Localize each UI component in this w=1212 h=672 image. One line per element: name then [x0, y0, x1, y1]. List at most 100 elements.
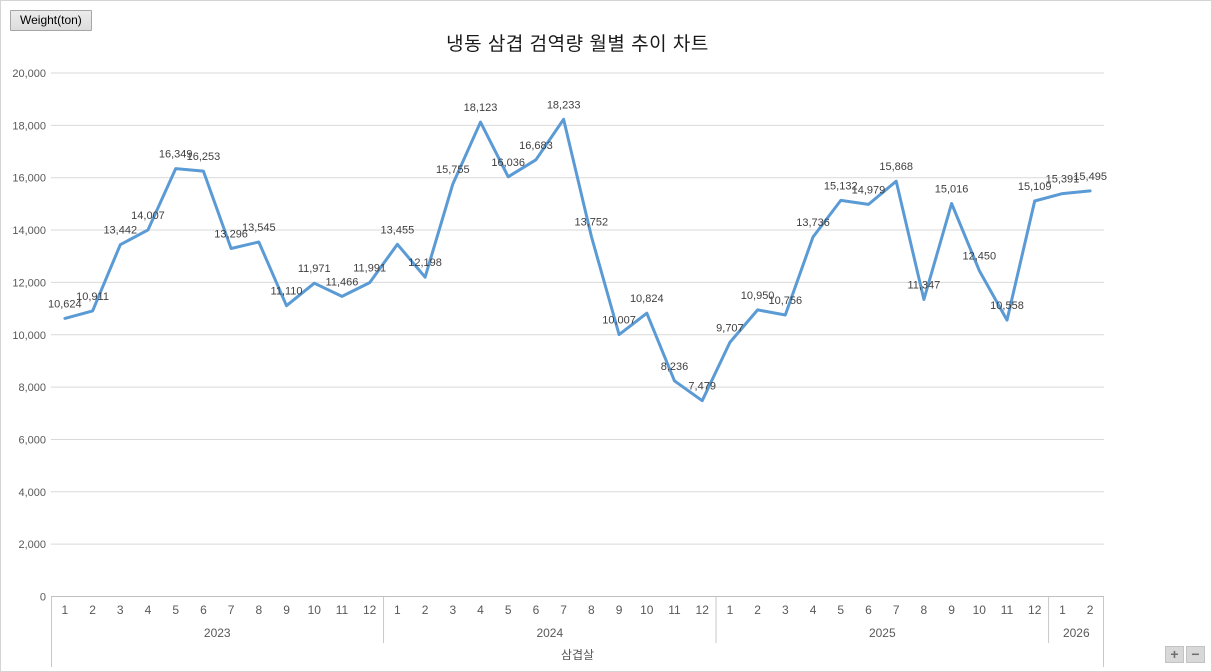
data-label: 13,442 — [103, 225, 137, 237]
data-label: 16,253 — [187, 151, 221, 163]
y-tick-label: 20,000 — [12, 68, 46, 80]
month-tick-label: 1 — [727, 603, 734, 617]
data-label: 16,683 — [519, 140, 553, 152]
data-label: 14,979 — [852, 184, 886, 196]
month-tick-label: 11 — [1001, 603, 1014, 617]
year-label: 2026 — [1063, 626, 1090, 640]
data-label: 13,296 — [214, 228, 248, 240]
data-label: 16,036 — [491, 157, 525, 169]
month-tick-label: 9 — [616, 603, 623, 617]
zoom-out-button[interactable]: − — [1186, 646, 1205, 663]
y-tick-label: 4,000 — [18, 487, 46, 499]
month-tick-label: 9 — [283, 603, 290, 617]
month-tick-label: 11 — [336, 603, 349, 617]
month-tick-label: 8 — [921, 603, 928, 617]
data-label: 11,110 — [271, 286, 303, 298]
y-tick-label: 14,000 — [12, 225, 46, 237]
year-label: 2024 — [536, 626, 563, 640]
year-label: 2023 — [204, 626, 231, 640]
x-axis-field-label: 삼겹살 — [560, 648, 595, 662]
data-label: 10,824 — [630, 293, 664, 305]
y-tick-label: 16,000 — [12, 173, 46, 185]
month-tick-label: 12 — [696, 603, 710, 617]
month-tick-label: 6 — [533, 603, 540, 617]
month-tick-label: 5 — [172, 603, 179, 617]
year-label: 2025 — [869, 626, 896, 640]
month-tick-label: 5 — [837, 603, 844, 617]
data-label: 11,466 — [326, 276, 359, 288]
data-label: 10,950 — [741, 290, 775, 302]
month-tick-label: 2 — [422, 603, 429, 617]
data-label: 12,450 — [962, 251, 996, 263]
data-label: 14,007 — [131, 210, 165, 222]
month-tick-label: 6 — [200, 603, 207, 617]
data-label: 16,349 — [159, 149, 193, 161]
month-tick-label: 10 — [308, 603, 322, 617]
y-tick-label: 18,000 — [12, 120, 46, 132]
data-label: 13,752 — [575, 217, 609, 229]
data-label: 11,991 — [353, 263, 386, 275]
month-tick-label: 12 — [1028, 603, 1042, 617]
data-label: 11,347 — [907, 279, 940, 291]
data-label: 10,911 — [76, 291, 109, 303]
zoom-in-button[interactable]: + — [1165, 646, 1184, 663]
month-tick-label: 3 — [449, 603, 456, 617]
month-tick-label: 12 — [363, 603, 377, 617]
data-label: 15,755 — [436, 164, 470, 176]
month-tick-label: 8 — [588, 603, 595, 617]
month-tick-label: 7 — [893, 603, 900, 617]
y-tick-label: 12,000 — [12, 277, 46, 289]
y-tick-label: 10,000 — [12, 330, 46, 342]
data-label: 8,236 — [661, 361, 689, 373]
month-tick-label: 6 — [865, 603, 872, 617]
month-tick-label: 7 — [228, 603, 235, 617]
data-label: 10,624 — [48, 298, 82, 310]
data-label: 10,007 — [602, 315, 636, 327]
month-tick-label: 3 — [117, 603, 124, 617]
month-tick-label: 10 — [640, 603, 654, 617]
data-label: 10,558 — [990, 300, 1024, 312]
month-tick-label: 11 — [668, 603, 681, 617]
month-tick-label: 1 — [62, 603, 69, 617]
y-tick-label: 2,000 — [18, 539, 46, 551]
month-tick-label: 1 — [394, 603, 401, 617]
month-tick-label: 3 — [782, 603, 789, 617]
data-label: 10,756 — [769, 295, 803, 307]
series-line — [63, 117, 1092, 403]
data-label: 11,971 — [298, 263, 331, 275]
data-label: 9,707 — [716, 322, 744, 334]
data-label: 15,391 — [1046, 174, 1080, 186]
month-tick-label: 4 — [477, 603, 484, 617]
month-tick-label: 10 — [973, 603, 987, 617]
data-label: 15,868 — [879, 161, 913, 173]
month-tick-label: 4 — [810, 603, 817, 617]
data-label: 7,479 — [688, 381, 716, 393]
month-tick-label: 5 — [505, 603, 512, 617]
month-tick-label: 1 — [1059, 603, 1066, 617]
data-label: 15,495 — [1073, 171, 1107, 183]
data-label: 13,545 — [242, 222, 276, 234]
month-tick-label: 4 — [145, 603, 152, 617]
weight-field-button[interactable]: Weight(ton) — [10, 10, 92, 31]
month-tick-label: 2 — [754, 603, 761, 617]
data-label: 12,198 — [408, 257, 442, 269]
chart-title: 냉동 삼겹 검역량 월별 추이 차트 — [446, 34, 709, 55]
y-tick-label: 8,000 — [18, 382, 46, 394]
data-label: 18,233 — [547, 99, 581, 111]
data-label: 13,736 — [796, 217, 830, 229]
month-tick-label: 2 — [89, 603, 96, 617]
y-tick-label: 0 — [40, 592, 46, 604]
zoom-controls: + − — [1165, 646, 1205, 663]
data-label: 13,455 — [381, 224, 415, 236]
month-tick-label: 9 — [948, 603, 955, 617]
data-label: 15,109 — [1018, 181, 1052, 193]
month-tick-label: 2 — [1087, 603, 1094, 617]
month-tick-label: 7 — [560, 603, 567, 617]
data-label: 18,123 — [464, 102, 498, 114]
data-label: 15,016 — [935, 183, 969, 195]
data-label: 15,132 — [824, 180, 858, 192]
month-tick-label: 8 — [255, 603, 262, 617]
y-tick-label: 6,000 — [18, 434, 46, 446]
